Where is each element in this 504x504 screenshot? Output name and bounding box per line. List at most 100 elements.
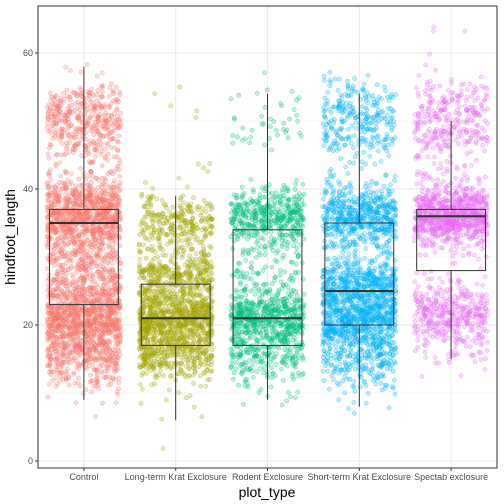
- data-point: [75, 207, 81, 213]
- data-point: [243, 213, 249, 219]
- data-point: [117, 92, 123, 98]
- data-point: [100, 94, 105, 100]
- data-point: [69, 232, 74, 238]
- data-point: [66, 134, 71, 139]
- data-point: [102, 182, 108, 188]
- data-point: [101, 304, 107, 310]
- data-point: [180, 211, 185, 217]
- data-point: [109, 204, 115, 210]
- data-point: [105, 255, 111, 261]
- data-point: [272, 198, 278, 204]
- data-point: [96, 255, 102, 261]
- data-point: [190, 215, 196, 221]
- data-point: [95, 88, 101, 93]
- data-point: [185, 264, 191, 269]
- data-point: [63, 253, 68, 259]
- data-point: [279, 214, 285, 220]
- data-point: [242, 191, 247, 196]
- data-point: [180, 252, 185, 257]
- data-point: [235, 234, 240, 240]
- data-point: [158, 327, 164, 333]
- data-point: [141, 354, 146, 360]
- data-point: [168, 364, 174, 370]
- data-point: [168, 228, 174, 234]
- data-point: [49, 114, 54, 119]
- data-point: [87, 350, 92, 356]
- data-point: [45, 151, 51, 157]
- data-point: [115, 392, 121, 397]
- data-point: [235, 134, 240, 140]
- data-point: [63, 371, 69, 377]
- data-point: [56, 98, 62, 104]
- data-point: [55, 268, 60, 274]
- data-point: [99, 299, 104, 305]
- data-point: [112, 348, 117, 353]
- data-point: [101, 201, 106, 207]
- data-point: [115, 163, 120, 169]
- data-point: [142, 235, 148, 240]
- data-point: [299, 198, 305, 203]
- data-point: [85, 228, 90, 234]
- data-point: [187, 365, 192, 370]
- data-point: [137, 257, 143, 262]
- data-point: [71, 274, 76, 280]
- data-point: [90, 230, 96, 236]
- data-point: [180, 244, 185, 250]
- data-point: [54, 210, 59, 216]
- data-point: [72, 241, 78, 246]
- data-point: [191, 224, 197, 230]
- data-point: [68, 281, 73, 287]
- data-point: [103, 324, 108, 330]
- data-point: [105, 142, 111, 147]
- data-point: [164, 364, 170, 370]
- data-point: [88, 99, 94, 104]
- data-point: [113, 250, 119, 256]
- data-point: [192, 370, 198, 375]
- data-point: [147, 368, 153, 373]
- data-point: [71, 305, 76, 311]
- data-point: [102, 356, 108, 362]
- data-point: [75, 127, 80, 132]
- data-point: [98, 332, 104, 338]
- data-point: [272, 221, 278, 226]
- data-point: [73, 282, 78, 288]
- data-point: [287, 116, 292, 122]
- data-point: [178, 275, 184, 280]
- data-point: [115, 148, 121, 154]
- data-point: [142, 335, 147, 340]
- data-point: [205, 377, 211, 383]
- data-point: [100, 400, 105, 406]
- data-point: [58, 152, 64, 158]
- data-point: [148, 264, 153, 270]
- data-point: [267, 197, 273, 203]
- data-point: [105, 316, 111, 322]
- data-point: [50, 123, 56, 128]
- data-point: [228, 96, 234, 102]
- data-point: [66, 116, 71, 122]
- data-point: [268, 235, 274, 240]
- data-point: [92, 316, 98, 322]
- data-point: [285, 135, 291, 140]
- data-point: [99, 236, 105, 241]
- data-point: [169, 253, 175, 259]
- data-point: [84, 326, 90, 332]
- data-point: [114, 117, 119, 123]
- data-point: [61, 90, 67, 96]
- data-point: [289, 89, 295, 94]
- data-point: [70, 293, 75, 299]
- data-point: [249, 127, 255, 133]
- data-point: [168, 103, 174, 109]
- data-point: [291, 210, 296, 216]
- data-point: [72, 252, 78, 258]
- data-point: [99, 149, 105, 154]
- data-point: [178, 354, 184, 360]
- data-point: [113, 316, 119, 321]
- data-point: [91, 339, 96, 345]
- data-point: [284, 202, 290, 208]
- data-point: [54, 316, 60, 321]
- data-point: [257, 210, 263, 216]
- data-point: [158, 307, 164, 313]
- data-point: [193, 251, 199, 256]
- data-point: [91, 367, 97, 373]
- data-point: [161, 373, 166, 378]
